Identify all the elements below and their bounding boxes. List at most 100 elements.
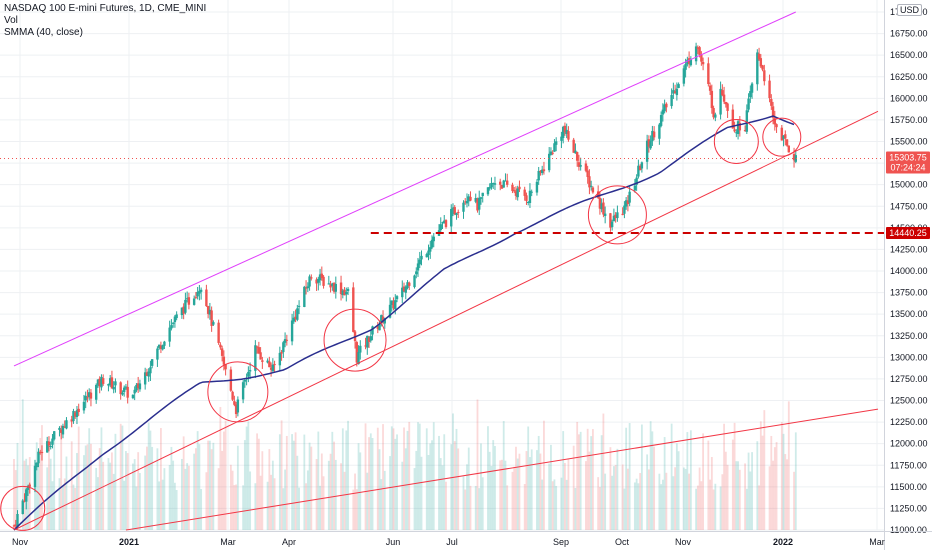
candle-body — [290, 320, 294, 342]
candle-body — [726, 103, 729, 111]
chart-legend[interactable]: NASDAQ 100 E-mini Futures, 1D, CME_MINI … — [4, 3, 206, 39]
volume-bar — [285, 435, 288, 530]
candle-body — [623, 205, 626, 214]
candle — [65, 417, 68, 430]
candle — [224, 363, 227, 376]
volume-bar — [599, 486, 601, 530]
volume-bar — [70, 441, 73, 530]
candles — [12, 42, 797, 530]
volume-bar — [516, 458, 519, 530]
candle — [469, 191, 472, 202]
candle-body — [464, 201, 467, 203]
currency-badge[interactable]: USD — [897, 4, 923, 16]
volume-bar — [83, 455, 85, 530]
volume-bar — [768, 466, 771, 530]
volume-bar — [793, 471, 795, 530]
volume-bar — [609, 447, 612, 530]
candle — [589, 180, 593, 191]
candle — [334, 276, 338, 299]
candle — [506, 173, 509, 188]
volume-bar — [787, 401, 790, 530]
volume-bar — [651, 431, 654, 530]
candle — [647, 135, 651, 153]
volume-bar — [592, 429, 594, 530]
volume-bar — [564, 462, 566, 530]
volume-bar — [196, 431, 199, 530]
candle-body — [610, 221, 614, 228]
x-tick-label: 2021 — [119, 537, 139, 547]
volume-bar — [320, 453, 323, 530]
candle-body — [234, 404, 238, 415]
candle — [658, 122, 661, 145]
volume-bar — [231, 470, 234, 530]
candle-body — [719, 88, 722, 115]
volume-bar — [467, 447, 470, 530]
candle-body — [266, 360, 269, 363]
candle — [292, 311, 296, 324]
candle — [357, 345, 360, 365]
candle-body — [427, 250, 430, 256]
time-axis[interactable]: Nov 2021 Mar Apr Jun Jul Sep Oct Nov 2022 Mar — [0, 531, 932, 548]
volume-bar — [90, 443, 92, 530]
candle-body — [367, 337, 371, 342]
candle — [345, 287, 348, 302]
candle — [82, 394, 86, 414]
candle-body — [577, 162, 581, 167]
candle — [136, 376, 140, 393]
volume-bar — [329, 453, 332, 530]
candle-body — [462, 202, 465, 212]
candle — [432, 233, 435, 248]
candle-body — [402, 286, 406, 292]
candle — [638, 164, 642, 171]
candle — [306, 282, 310, 293]
candle-body — [61, 425, 65, 435]
candle — [86, 389, 89, 403]
symbol-title[interactable]: NASDAQ 100 E-mini Futures, 1D, CME_MINI — [4, 3, 207, 14]
candle — [610, 219, 614, 231]
smma-indicator-label[interactable]: SMMA (40, close) — [4, 27, 83, 38]
candle-body — [143, 372, 147, 385]
candle — [572, 137, 575, 153]
candle — [380, 314, 383, 327]
candle-body — [453, 207, 456, 215]
candle — [70, 415, 73, 428]
volume-bar — [35, 442, 38, 530]
candle — [185, 291, 189, 303]
candle-body — [306, 286, 310, 289]
volume-bar — [187, 465, 190, 530]
volume-bar — [109, 462, 112, 530]
candle — [143, 367, 147, 390]
volume-bar — [376, 427, 379, 530]
candle — [233, 395, 236, 407]
volume-bar — [156, 448, 159, 530]
volume-bar — [139, 473, 141, 530]
candle-body — [701, 61, 705, 65]
volume-bar — [425, 428, 428, 530]
candle — [149, 360, 152, 382]
candle — [124, 383, 128, 390]
candle-body — [297, 305, 301, 307]
candle — [523, 186, 526, 201]
candle-body — [173, 316, 177, 323]
volume-bar — [548, 463, 551, 530]
volume-bar — [354, 473, 356, 530]
volume-bar — [712, 489, 715, 530]
volume-bar — [480, 443, 482, 530]
candle-body — [392, 301, 395, 309]
candle-body — [652, 131, 656, 138]
price-axis[interactable]: 17000.0016750.0016500.0016250.0016000.00… — [884, 0, 928, 550]
candle — [60, 425, 63, 440]
volume-indicator-label[interactable]: Vol — [4, 15, 18, 26]
candle — [35, 462, 38, 471]
candle — [504, 173, 507, 182]
volume-bar — [147, 422, 150, 530]
candle — [513, 186, 516, 194]
y-tick-label: 15750.00 — [890, 115, 928, 125]
volume-bar — [256, 433, 259, 530]
annotation-circle — [207, 361, 269, 423]
candle — [222, 350, 226, 371]
volume-bar — [719, 486, 722, 530]
volume-bar — [675, 443, 678, 530]
